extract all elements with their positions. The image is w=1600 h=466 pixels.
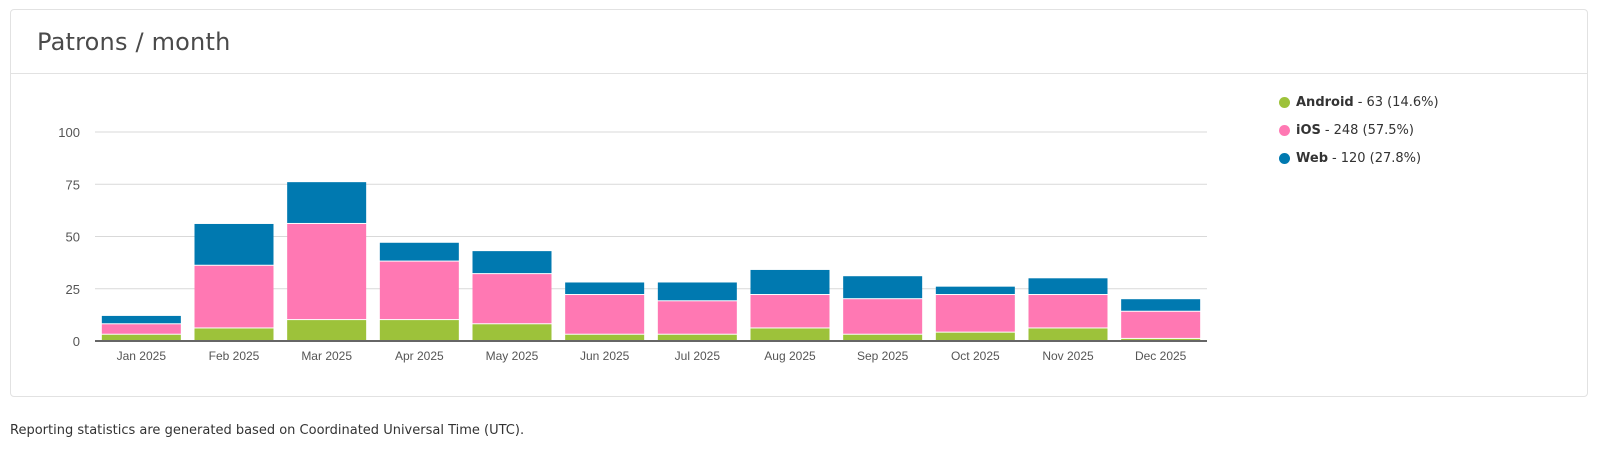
x-tick-label: May 2025 <box>486 349 539 363</box>
bar-segment-ios[interactable] <box>1028 295 1108 328</box>
bar-segment-web[interactable] <box>657 282 737 301</box>
footnote: Reporting statistics are generated based… <box>10 423 525 438</box>
legend-value-ios: 248 (57.5%) <box>1333 122 1414 138</box>
legend-separator: - <box>1324 122 1330 138</box>
bar-segment-ios[interactable] <box>101 324 181 334</box>
x-tick-label: Jan 2025 <box>117 349 167 363</box>
bar-segment-web[interactable] <box>1121 299 1201 311</box>
bar-segment-android[interactable] <box>750 328 830 340</box>
y-tick-label: 50 <box>66 230 80 245</box>
x-tick-label: Mar 2025 <box>301 349 352 363</box>
legend-name-web: Web <box>1296 150 1328 166</box>
bar-segment-web[interactable] <box>1028 278 1108 295</box>
x-tick-label: Aug 2025 <box>764 349 816 363</box>
bar-segment-ios[interactable] <box>287 223 367 320</box>
legend-item-web[interactable]: Web - 120 (27.8%) <box>1279 144 1439 172</box>
legend-item-ios[interactable]: iOS - 248 (57.5%) <box>1279 116 1439 144</box>
bar-segment-android[interactable] <box>935 332 1015 340</box>
bar-segment-web[interactable] <box>287 182 367 223</box>
legend-separator: - <box>1357 94 1363 110</box>
card-header: Patrons / month <box>11 10 1587 74</box>
bar-segment-web[interactable] <box>565 282 645 295</box>
card-title: Patrons / month <box>37 27 231 56</box>
bar-segment-android[interactable] <box>657 334 737 340</box>
bar-segment-android[interactable] <box>843 334 923 340</box>
bar-segment-ios[interactable] <box>194 265 274 328</box>
bar-segment-web[interactable] <box>935 286 1015 295</box>
legend-dot-web <box>1279 152 1290 164</box>
x-tick-label: Apr 2025 <box>395 349 444 363</box>
bar-segment-web[interactable] <box>194 223 274 265</box>
bar-segment-ios[interactable] <box>1121 311 1201 338</box>
y-tick-label: 0 <box>73 334 80 349</box>
bar-segment-web[interactable] <box>750 269 830 295</box>
bar-segment-ios[interactable] <box>935 295 1015 332</box>
x-tick-label: Nov 2025 <box>1042 349 1094 363</box>
bar-segment-web[interactable] <box>472 251 552 274</box>
x-tick-label: Dec 2025 <box>1135 349 1187 363</box>
y-tick-label: 25 <box>66 282 80 297</box>
y-tick-label: 100 <box>58 125 80 140</box>
bar-segment-ios[interactable] <box>379 261 459 320</box>
x-tick-label: Sep 2025 <box>857 349 909 363</box>
bar-segment-android[interactable] <box>287 320 367 340</box>
legend-dot-android <box>1279 96 1290 108</box>
bar-segment-web[interactable] <box>379 242 459 261</box>
bar-segment-android[interactable] <box>472 324 552 340</box>
bar-segment-ios[interactable] <box>565 295 645 334</box>
y-tick-label: 75 <box>66 177 80 192</box>
bar-segment-android[interactable] <box>101 334 181 340</box>
bar-segment-android[interactable] <box>565 334 645 340</box>
legend-name-ios: iOS <box>1296 122 1321 138</box>
legend-value-web: 120 (27.8%) <box>1340 150 1422 166</box>
legend-name-android: Android <box>1296 94 1354 110</box>
bar-segment-android[interactable] <box>1121 338 1201 340</box>
bar-segment-android[interactable] <box>379 320 459 340</box>
bar-segment-web[interactable] <box>843 276 923 299</box>
legend-separator: - <box>1332 150 1337 166</box>
x-tick-label: Jul 2025 <box>675 349 721 363</box>
bar-segment-ios[interactable] <box>750 295 830 328</box>
stacked-bar-chart: 0 25 50 75 100 Jan 2025 Feb 2025 Mar 2025 Apr 20… <box>58 125 1207 363</box>
x-tick-label: Feb 2025 <box>209 349 260 363</box>
bar-segment-ios[interactable] <box>657 301 737 334</box>
bar-segment-ios[interactable] <box>843 299 923 334</box>
chart-legend: Android - 63 (14.6%) iOS - 248 (57.5%) W… <box>1279 88 1439 172</box>
legend-value-android: 63 (14.6%) <box>1366 94 1439 110</box>
bar-segment-android[interactable] <box>1028 328 1108 340</box>
legend-dot-ios <box>1279 124 1290 136</box>
bar-segment-android[interactable] <box>194 328 274 340</box>
x-tick-label: Oct 2025 <box>951 349 1000 363</box>
x-tick-label: Jun 2025 <box>580 349 630 363</box>
bar-segment-web[interactable] <box>101 315 181 324</box>
chart-card: Patrons / month 0 25 50 75 100 Jan 2025 Feb 20… <box>10 9 1588 397</box>
legend-item-android[interactable]: Android - 63 (14.6%) <box>1279 88 1439 116</box>
bar-segment-ios[interactable] <box>472 274 552 324</box>
